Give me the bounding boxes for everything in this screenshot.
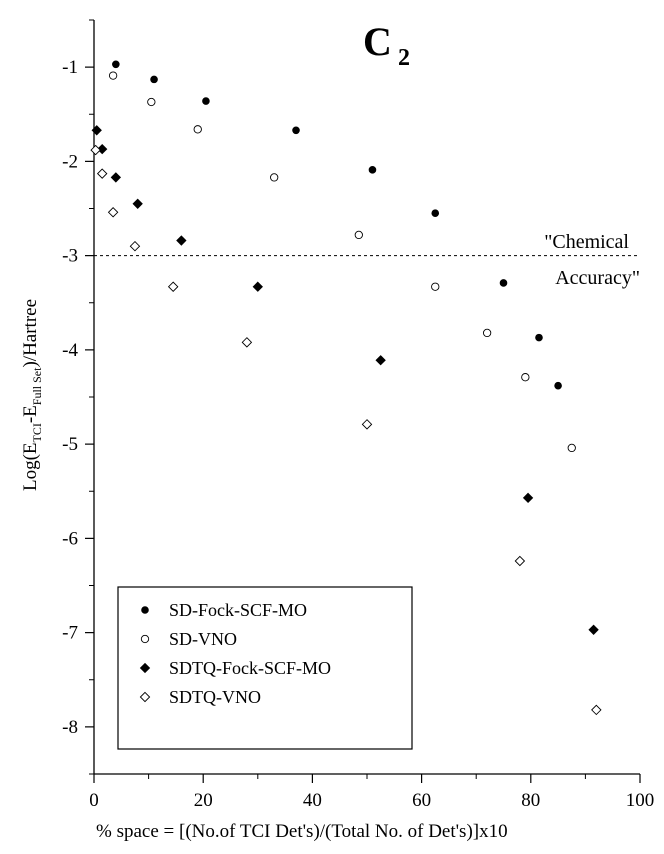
series-sdtq-fock-scf-mo (91, 125, 599, 635)
data-point (132, 198, 143, 209)
legend-marker (141, 606, 149, 614)
y-tick-label: -5 (62, 434, 78, 455)
data-point (499, 279, 508, 287)
data-point (147, 97, 156, 107)
legend-marker (140, 634, 150, 644)
data-point (375, 355, 386, 366)
y-tick-label: -1 (62, 57, 78, 78)
series-sdtq-vno (90, 144, 602, 716)
data-point (522, 492, 534, 504)
x-tick-label: 100 (626, 790, 655, 811)
y-axis-label: Log(ETCI-EFull Set)/Hartree (20, 299, 44, 491)
data-points (90, 60, 602, 716)
data-point (431, 209, 440, 218)
legend-box (117, 586, 413, 750)
x-tick-label: 0 (89, 790, 99, 811)
y-label-prefix: Log(E (20, 442, 41, 491)
axes: 0 20 40 60 80 100 -1 -2 -3 -4 -5 -6 -7 -8 (62, 19, 654, 811)
data-point (567, 443, 576, 453)
chart-title: C (363, 19, 392, 64)
y-tick-label: -3 (62, 246, 78, 267)
data-point (241, 337, 253, 348)
y-tick-label: -7 (62, 623, 78, 644)
data-point (361, 419, 373, 430)
x-tick-label: 60 (412, 790, 431, 811)
y-label-sub2: Full Set (30, 367, 44, 405)
x-tick-label: 20 (194, 790, 213, 811)
legend: SD-Fock-SCF-MO SD-VNO SDTQ-Fock-SCF-MO SDTQ… (117, 586, 413, 750)
data-point (368, 166, 377, 174)
y-label-suffix: )/Hartree (20, 299, 41, 368)
data-point (167, 281, 179, 292)
series-sd-vno (108, 71, 576, 453)
legend-label: SD-Fock-SCF-MO (169, 600, 307, 620)
data-point (107, 207, 119, 218)
data-point (176, 235, 187, 246)
y-tick-label: -6 (62, 528, 78, 549)
data-point (514, 555, 526, 567)
x-axis-label: % space = [(No.of TCI Det's)/(Total No. … (96, 821, 508, 842)
data-point (193, 125, 202, 134)
y-label-sub1: TCI (30, 423, 44, 442)
chemical-accuracy-label-line2: Accuracy" (555, 267, 640, 289)
data-point (150, 75, 158, 84)
data-point (202, 97, 210, 105)
data-point (270, 173, 279, 182)
legend-label: SDTQ-Fock-SCF-MO (169, 658, 331, 678)
legend-label: SDTQ-VNO (169, 687, 261, 707)
x-tick-label: 40 (303, 790, 322, 811)
data-point (90, 144, 101, 156)
data-point (129, 240, 141, 252)
data-point (554, 381, 562, 390)
data-point (591, 704, 602, 716)
data-point (354, 230, 363, 240)
data-point (292, 126, 300, 135)
data-point (110, 172, 122, 183)
y-ticks: -1 -2 -3 -4 -5 -6 -7 -8 (62, 19, 94, 775)
series-sd-fock-scf-mo (112, 60, 562, 390)
data-point (91, 125, 102, 136)
legend-marker (139, 691, 151, 703)
data-point (96, 168, 108, 179)
data-point (482, 328, 492, 338)
data-point (97, 143, 108, 155)
y-tick-label: -8 (62, 717, 78, 738)
y-tick-label: -2 (62, 151, 78, 172)
legend-label: SD-VNO (169, 629, 237, 649)
data-point (112, 60, 120, 69)
data-point (588, 624, 599, 635)
x-tick-label: 80 (521, 790, 540, 811)
x-ticks: 0 20 40 60 80 100 (89, 774, 654, 811)
data-point (108, 71, 118, 80)
data-point (521, 373, 530, 382)
data-point (431, 282, 440, 291)
data-point (535, 333, 543, 342)
chart-title-subscript: 2 (398, 45, 410, 71)
y-tick-label: -4 (62, 340, 78, 361)
chemical-accuracy-label-line1: "Chemical (544, 231, 629, 253)
legend-marker (139, 662, 151, 674)
y-label-middle: -E (20, 405, 41, 423)
data-point (252, 281, 263, 292)
